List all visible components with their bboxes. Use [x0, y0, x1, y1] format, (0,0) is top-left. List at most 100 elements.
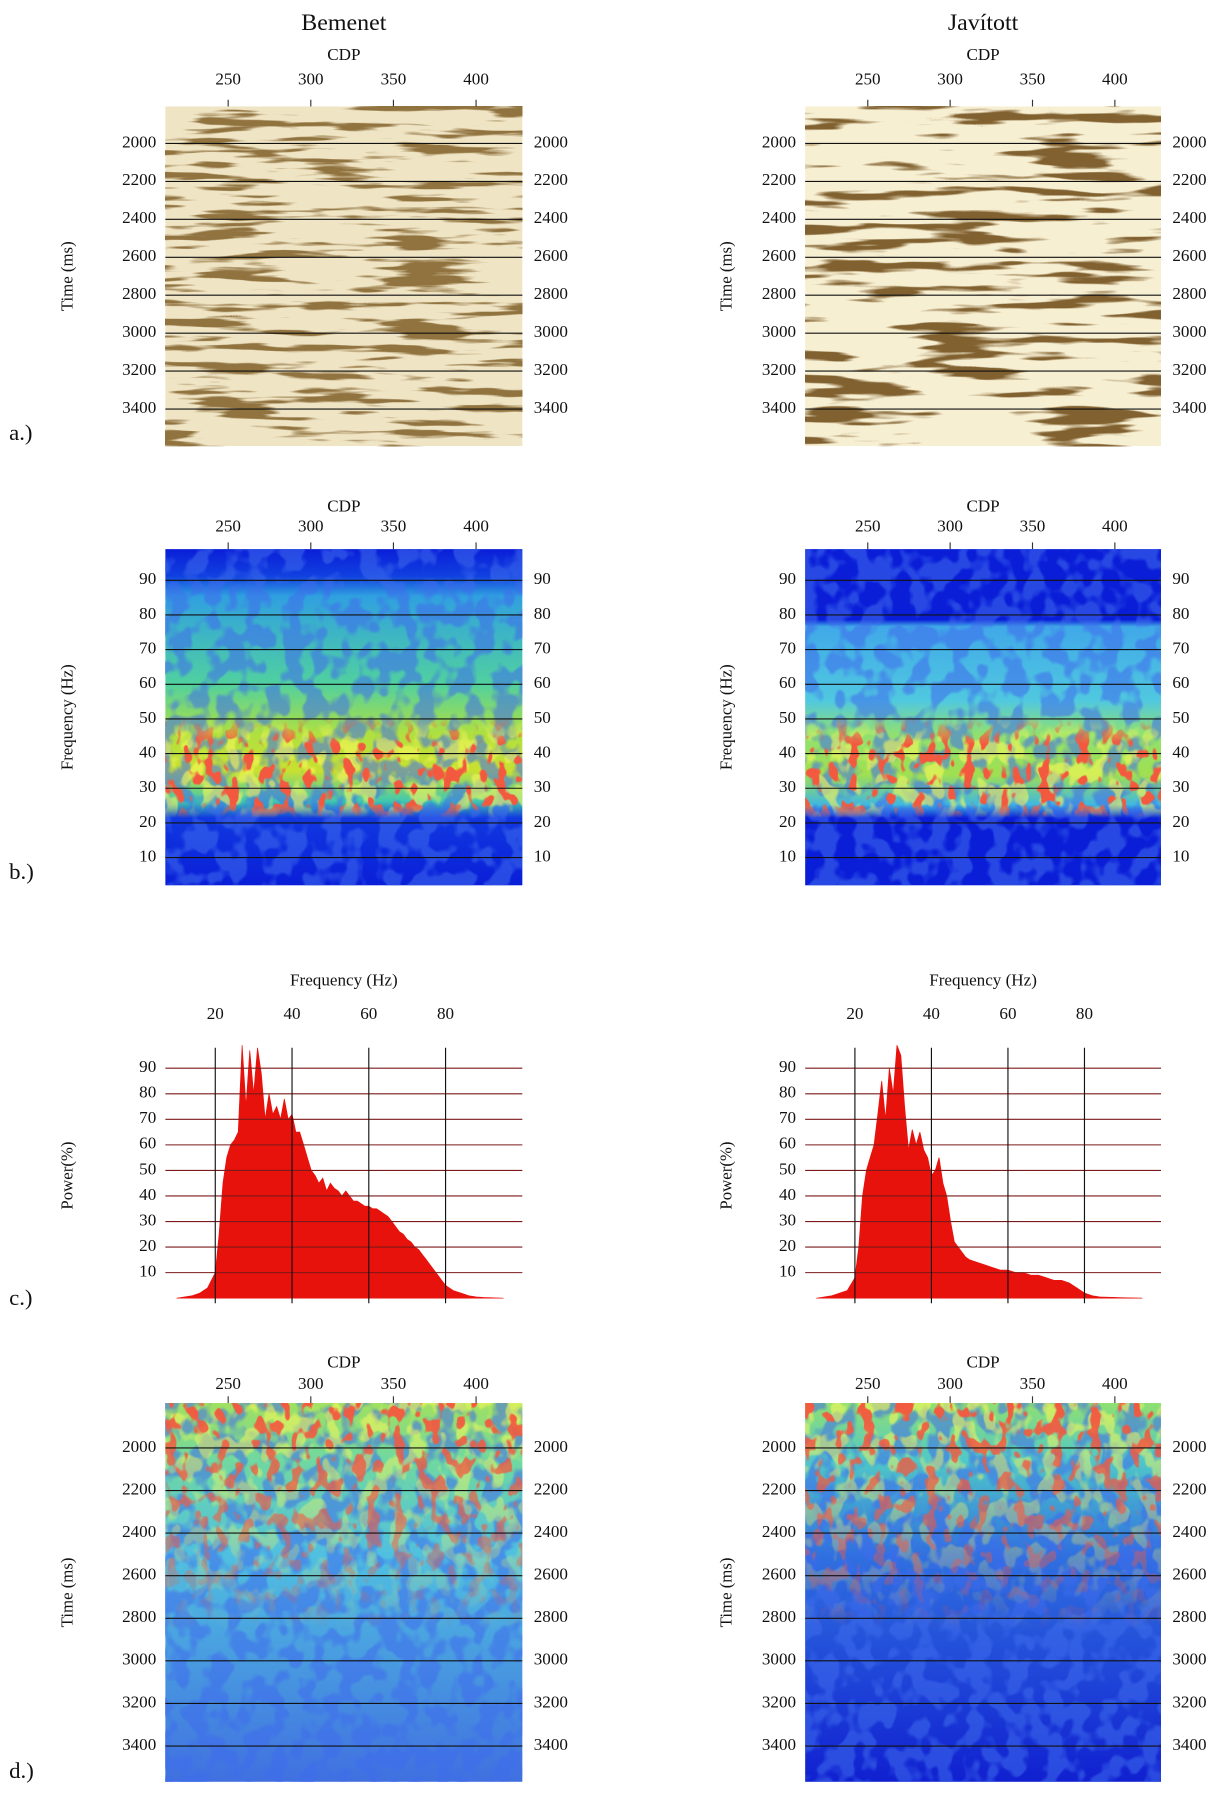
x-tick-label: 350 [381, 70, 407, 89]
y-tick-label: 2800 [762, 284, 796, 303]
y-tick-label: 30 [779, 1211, 796, 1230]
y-tick-label: 30 [1172, 777, 1189, 796]
y-axis-label: Power(%) [716, 1142, 735, 1210]
y-tick-label: 3200 [122, 1692, 156, 1711]
y-tick-label: 30 [139, 1211, 156, 1230]
y-tick-label: 70 [139, 1108, 156, 1127]
y-tick-label: 3000 [1172, 1650, 1206, 1669]
y-tick-label: 60 [139, 1134, 156, 1153]
y-tick-label: 2600 [534, 246, 568, 265]
panel: 2000 2000 2200 2200 2400 2400 2600 2600 2800 2800… [716, 10, 1207, 447]
panel: 2000 2000 2200 2200 2400 2400 2600 2600 2800 2800… [716, 1353, 1207, 1782]
y-tick-label: 2400 [762, 1522, 796, 1541]
x-tick-label: 300 [298, 517, 324, 536]
x-axis-label: CDP [966, 1353, 999, 1372]
seismic-texture [165, 106, 523, 447]
y-tick-label: 3000 [122, 1650, 156, 1669]
spectrogram-texture [805, 549, 1161, 886]
y-tick-label: 90 [139, 569, 156, 588]
y-tick-label: 3400 [534, 1735, 568, 1754]
x-tick-label: 60 [360, 1004, 377, 1023]
x-tick-label: 300 [937, 1374, 963, 1393]
y-tick-label: 50 [779, 1159, 796, 1178]
y-tick-label: 3400 [762, 1735, 796, 1754]
x-axis-label: CDP [966, 497, 999, 516]
power-area [815, 1045, 1143, 1299]
column-title: Javított [948, 10, 1019, 36]
y-tick-label: 3200 [534, 360, 568, 379]
y-tick-label: 2800 [534, 1607, 568, 1626]
y-tick-label: 2200 [1172, 1480, 1206, 1499]
y-tick-label: 2400 [534, 1522, 568, 1541]
y-tick-label: 2600 [762, 246, 796, 265]
y-tick-label: 2400 [534, 208, 568, 227]
y-tick-label: 50 [779, 708, 796, 727]
y-tick-label: 3200 [122, 360, 156, 379]
panel: 2000 2000 2200 2200 2400 2400 2600 2600 2800 2800… [9, 10, 568, 447]
x-tick-label: 400 [1102, 517, 1128, 536]
x-tick-label: 60 [999, 1004, 1016, 1023]
y-tick-label: 40 [779, 743, 796, 762]
y-tick-label: 2400 [762, 208, 796, 227]
y-tick-label: 20 [779, 812, 796, 831]
x-tick-label: 40 [283, 1004, 300, 1023]
y-tick-label: 80 [1172, 604, 1189, 623]
y-tick-label: 10 [779, 1262, 796, 1281]
panel: 10 10 20 20 30 30 40 40 50 50 60 60 70 70 80 80 90 90 250 3… [716, 497, 1189, 886]
x-axis-label: Frequency (Hz) [290, 971, 398, 990]
y-axis-label: Frequency (Hz) [57, 664, 76, 770]
y-tick-label: 40 [534, 743, 551, 762]
y-tick-label: 2600 [122, 246, 156, 265]
x-axis-label: CDP [966, 45, 999, 64]
y-tick-label: 90 [139, 1057, 156, 1076]
panel-label: a.) [9, 420, 32, 445]
y-tick-label: 80 [139, 604, 156, 623]
column-title: Bemenet [301, 10, 387, 36]
x-tick-label: 300 [298, 70, 324, 89]
y-tick-label: 3400 [762, 398, 796, 417]
spectrogram-texture [165, 549, 523, 886]
x-tick-label: 20 [846, 1004, 863, 1023]
y-tick-label: 40 [779, 1185, 796, 1204]
y-tick-label: 30 [139, 777, 156, 796]
y-tick-label: 3000 [762, 322, 796, 341]
y-axis-label: Time (ms) [716, 1557, 735, 1627]
x-tick-label: 350 [1020, 70, 1046, 89]
y-tick-label: 70 [139, 639, 156, 658]
y-tick-label: 3200 [1172, 360, 1206, 379]
y-tick-label: 3000 [1172, 322, 1206, 341]
y-tick-label: 2800 [122, 284, 156, 303]
y-tick-label: 3200 [534, 1692, 568, 1711]
y-tick-label: 2600 [122, 1565, 156, 1584]
y-tick-label: 2400 [1172, 208, 1206, 227]
y-tick-label: 20 [139, 812, 156, 831]
x-tick-label: 300 [937, 517, 963, 536]
y-tick-label: 10 [139, 847, 156, 866]
panel-label: b.) [9, 859, 34, 884]
y-tick-label: 80 [779, 1083, 796, 1102]
y-tick-label: 60 [1172, 673, 1189, 692]
x-tick-label: 400 [463, 1374, 489, 1393]
panel: 10 10 20 20 30 30 40 40 50 50 60 60 70 70 80 80 90 90 250 3… [9, 497, 551, 886]
x-tick-label: 80 [1076, 1004, 1093, 1023]
x-tick-label: 350 [1020, 517, 1046, 536]
y-tick-label: 70 [1172, 639, 1189, 658]
y-tick-label: 2600 [534, 1565, 568, 1584]
y-tick-label: 2000 [1172, 132, 1206, 151]
y-axis-label: Frequency (Hz) [716, 664, 735, 770]
x-tick-label: 400 [463, 70, 489, 89]
seismic-texture [805, 106, 1161, 447]
x-tick-label: 250 [215, 1374, 241, 1393]
x-tick-label: 350 [381, 1374, 407, 1393]
y-tick-label: 10 [779, 847, 796, 866]
y-tick-label: 3000 [762, 1650, 796, 1669]
y-tick-label: 70 [779, 1108, 796, 1127]
y-tick-label: 2800 [1172, 284, 1206, 303]
y-tick-label: 50 [1172, 708, 1189, 727]
y-axis-label: Time (ms) [57, 1557, 76, 1627]
y-tick-label: 40 [139, 743, 156, 762]
y-tick-label: 2200 [1172, 170, 1206, 189]
x-tick-label: 80 [437, 1004, 454, 1023]
y-tick-label: 90 [1172, 569, 1189, 588]
